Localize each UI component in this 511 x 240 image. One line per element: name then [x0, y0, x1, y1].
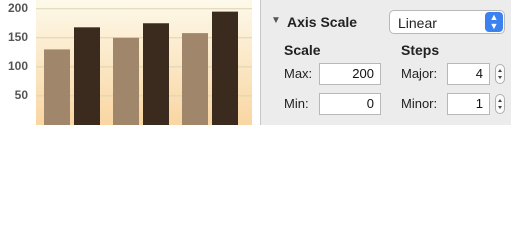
bar: [182, 33, 208, 125]
scale-heading: Scale: [284, 42, 321, 58]
scale-select[interactable]: Linear ▲ ▼: [389, 10, 505, 34]
select-chevron: ▲ ▼: [485, 12, 503, 32]
screen: 50 100 150 200 ▼ Axis Scale Linear ▲ ▼ Scale…: [8, 0, 511, 125]
minor-input[interactable]: 1: [447, 93, 490, 115]
min-input[interactable]: 0: [319, 93, 381, 115]
minor-stepper[interactable]: [495, 94, 505, 114]
inspector-panel: ▼ Axis Scale Linear ▲ ▼ Scale Steps Max: …: [260, 0, 511, 125]
bar: [44, 49, 70, 125]
y-tick-label: 200: [8, 1, 28, 15]
field-label: Major:: [401, 66, 438, 81]
select-value: Linear: [398, 15, 437, 31]
bar: [74, 27, 100, 125]
field-label: Min:: [284, 96, 309, 111]
y-tick-label: 150: [8, 30, 28, 44]
field-label: Minor:: [401, 96, 438, 111]
bar: [143, 23, 169, 125]
major-stepper[interactable]: [495, 64, 505, 84]
section-title: Axis Scale: [287, 14, 358, 30]
bar: [113, 37, 139, 125]
steps-heading: Steps: [401, 42, 440, 58]
bar: [212, 11, 238, 125]
max-input[interactable]: 200: [319, 63, 381, 85]
y-tick-label: 50: [15, 88, 29, 102]
disclosure-triangle[interactable]: ▼: [271, 15, 281, 26]
chart: 50 100 150 200: [8, 0, 252, 125]
major-input[interactable]: 4: [447, 63, 490, 85]
field-label: Max:: [284, 66, 313, 81]
y-tick-label: 100: [8, 59, 28, 73]
